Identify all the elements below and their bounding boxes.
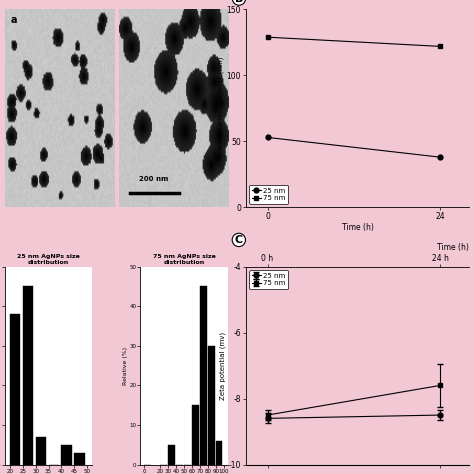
Y-axis label: Hydrodynamic diameter (nm): Hydrodynamic diameter (nm) bbox=[217, 57, 224, 160]
Bar bbox=[192, 405, 199, 465]
Legend: 25 nm, 75 nm: 25 nm, 75 nm bbox=[249, 270, 289, 289]
Text: C: C bbox=[235, 235, 243, 245]
Title: 75 nm AgNPs size
distribution: 75 nm AgNPs size distribution bbox=[153, 254, 216, 265]
Line: 75 nm: 75 nm bbox=[265, 35, 443, 49]
Bar bbox=[208, 346, 215, 465]
Bar bbox=[36, 437, 46, 465]
Y-axis label: Relative (%): Relative (%) bbox=[123, 346, 128, 385]
Text: B: B bbox=[235, 0, 243, 4]
Bar bbox=[62, 445, 72, 465]
Bar bbox=[200, 286, 207, 465]
Bar bbox=[74, 453, 84, 465]
Text: a: a bbox=[10, 16, 17, 26]
Text: Time (h): Time (h) bbox=[438, 243, 469, 252]
Text: 75 nm: 75 nm bbox=[159, 0, 188, 1]
Text: 200 nm: 200 nm bbox=[139, 175, 169, 182]
25 nm bbox=[264, 135, 270, 140]
Bar bbox=[23, 286, 33, 465]
75 nm bbox=[264, 34, 270, 40]
Y-axis label: Zeta potential (mv): Zeta potential (mv) bbox=[219, 331, 226, 400]
Bar bbox=[216, 441, 222, 465]
Title: 25 nm AgNPs size
distribution: 25 nm AgNPs size distribution bbox=[17, 254, 80, 265]
X-axis label: Time (h): Time (h) bbox=[342, 223, 374, 232]
Bar bbox=[168, 445, 175, 465]
Line: 25 nm: 25 nm bbox=[265, 135, 443, 160]
Bar bbox=[10, 314, 20, 465]
25 nm bbox=[438, 155, 443, 160]
Legend: 25 nm, 75 nm: 25 nm, 75 nm bbox=[249, 185, 289, 204]
75 nm bbox=[438, 44, 443, 49]
